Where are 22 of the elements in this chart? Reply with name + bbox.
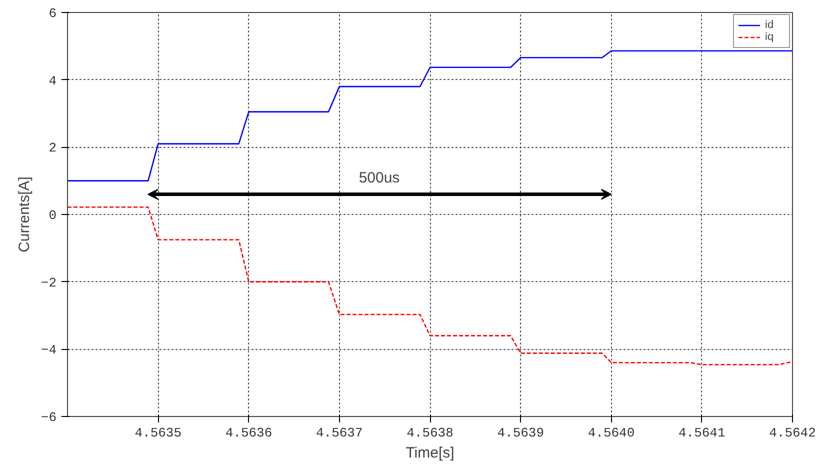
annotation: 500us (358, 169, 400, 186)
y-tick-label: 6 (48, 6, 57, 21)
line-series (68, 50, 792, 182)
x-tick-label: 4.5637 (316, 426, 363, 440)
x-tick-label: 4.5641 (678, 426, 726, 440)
y-tick-label: 0 (48, 208, 57, 223)
x-axis-title: Time[s] (406, 444, 454, 462)
x-tick-label: 4.5640 (588, 426, 635, 440)
x-tick-label: 4.5639 (497, 426, 544, 440)
legend-label: iq (765, 31, 775, 43)
y-tick-label: −2 (40, 275, 57, 290)
y-tick-label: −4 (40, 342, 57, 358)
y-axis-title: Currents[A] (16, 176, 33, 252)
line-series (68, 206, 792, 366)
y-tick-label: −6 (40, 410, 57, 425)
y-tick-label: 4 (48, 73, 57, 88)
x-tick-label: 4.5635 (134, 426, 182, 440)
x-tick-label: 4.5642 (769, 426, 816, 440)
x-tick-label: 4.5638 (406, 426, 454, 440)
x-tick-label: 4.5636 (225, 426, 272, 440)
legend-label: id (765, 19, 775, 31)
y-tick-label: 2 (48, 140, 57, 156)
